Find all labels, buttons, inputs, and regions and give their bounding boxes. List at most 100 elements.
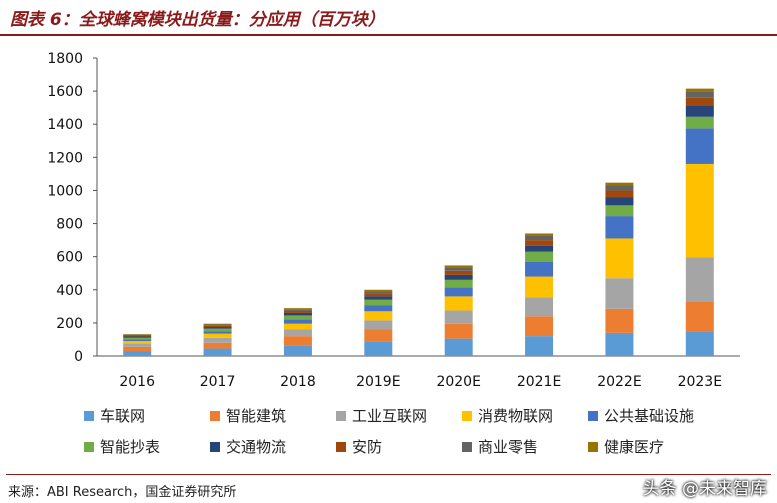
x-tick-label: 2022E: [597, 374, 641, 390]
legend-item: 消费物联网: [462, 405, 588, 426]
legend-label: 智能建筑: [226, 407, 287, 425]
y-tick-label: 1200: [47, 150, 83, 166]
bar-segment: [283, 315, 312, 320]
bar-segment: [364, 293, 393, 297]
bar-segment: [444, 270, 473, 275]
bar-segment: [203, 337, 232, 343]
bar-segment: [444, 274, 473, 280]
bar-segment: [605, 197, 634, 206]
bar-segment: [283, 345, 312, 356]
bar-segment: [685, 331, 714, 356]
bar-segment: [685, 163, 714, 258]
bar-segment: [525, 251, 554, 262]
legend-label: 安防: [352, 438, 383, 456]
bar-segment: [203, 348, 232, 356]
source-footer: 来源：ABI Research，国金证券研究所: [6, 474, 771, 501]
bar-segment: [283, 323, 312, 330]
bar-segment: [444, 265, 473, 268]
bar-segment: [525, 245, 554, 252]
bar-segment: [123, 334, 152, 336]
bar-segment: [364, 329, 393, 342]
legend-label: 交通物流: [226, 438, 287, 456]
bar-segment: [444, 323, 473, 339]
bar-segment: [685, 257, 714, 302]
bar-segment: [364, 341, 393, 356]
bar-segment: [525, 336, 554, 356]
legend-swatch: [84, 410, 94, 421]
bar-segment: [123, 337, 152, 340]
bar-segment: [364, 291, 393, 294]
bar-segment: [444, 338, 473, 356]
bar-segment: [283, 319, 312, 324]
y-tick-label: 1400: [47, 117, 83, 133]
bar-segment: [444, 267, 473, 271]
legend-swatch: [336, 410, 346, 421]
bar-segment: [525, 316, 554, 337]
bar-segment: [283, 329, 312, 337]
bar-segment: [685, 97, 714, 106]
bar-segment: [123, 351, 152, 356]
legend-label: 智能抄表: [100, 438, 161, 456]
bar-segment: [123, 336, 152, 338]
legend-label: 商业零售: [478, 438, 539, 456]
bar-segment: [123, 341, 152, 344]
legend-label: 公共基础设施: [604, 407, 695, 425]
bar-segment: [203, 323, 232, 325]
bar-segment: [364, 289, 393, 292]
legend-item: 安防: [336, 436, 462, 457]
bar-segment: [123, 343, 152, 347]
bar-segment: [685, 91, 714, 98]
stacked-bar-chart: 0 200 400 600 800 1000 1200 1400 1600 1800 2016 201…: [47, 51, 740, 390]
bar-segment: [283, 336, 312, 346]
bar-segment: [525, 297, 554, 317]
bar-segment: [203, 327, 232, 329]
y-tick-label: 800: [56, 217, 83, 233]
legend-swatch: [210, 410, 220, 421]
legend-swatch: [588, 441, 598, 452]
bar-segment: [203, 325, 232, 328]
legend-swatch: [462, 410, 472, 421]
bar-segment: [283, 308, 312, 310]
y-tick-label: 1800: [47, 51, 83, 67]
bar-segment: [605, 190, 634, 198]
y-tick-label: 200: [56, 316, 83, 332]
bar-segment: [605, 332, 634, 356]
bar-segment: [203, 331, 232, 334]
bar-segment: [444, 310, 473, 324]
x-tick-label: 2020E: [436, 374, 480, 390]
bar-segment: [525, 233, 554, 236]
legend-item: 工业互联网: [336, 405, 462, 426]
x-tick-label: 2019E: [356, 374, 400, 390]
bar-segment: [525, 261, 554, 277]
bar-segment: [364, 299, 393, 306]
y-tick-label: 400: [56, 283, 83, 299]
bar-segment: [605, 205, 634, 217]
legend-swatch: [588, 410, 598, 421]
legend-item: 商业零售: [462, 436, 588, 457]
legend-item: 公共基础设施: [588, 405, 714, 426]
bar-segment: [444, 287, 473, 297]
legend-item: 智能建筑: [210, 405, 336, 426]
bar-segment: [364, 320, 393, 330]
bar-segment: [685, 301, 714, 332]
legend-swatch: [210, 441, 220, 452]
y-tick-label: 1600: [47, 84, 83, 100]
legend-item: 智能抄表: [84, 436, 210, 457]
x-tick-label: 2021E: [517, 374, 561, 390]
y-tick-label: 0: [74, 349, 83, 365]
x-tick-label: 2017: [200, 374, 236, 390]
watermark: 头条 @未来智库: [642, 479, 767, 499]
y-tick-label: 600: [56, 250, 83, 266]
bar-segment: [283, 310, 312, 313]
legend-swatch: [462, 441, 472, 452]
bar-segment: [605, 185, 634, 191]
bar-segment: [203, 333, 232, 338]
bar-segment: [203, 324, 232, 326]
bar-segment: [203, 342, 232, 349]
bar-segment: [364, 296, 393, 300]
bar-segment: [605, 308, 634, 333]
legend-label: 消费物联网: [478, 407, 554, 425]
legend-swatch: [336, 441, 346, 452]
bar-segment: [283, 309, 312, 311]
x-tick-label: 2023E: [678, 374, 722, 390]
